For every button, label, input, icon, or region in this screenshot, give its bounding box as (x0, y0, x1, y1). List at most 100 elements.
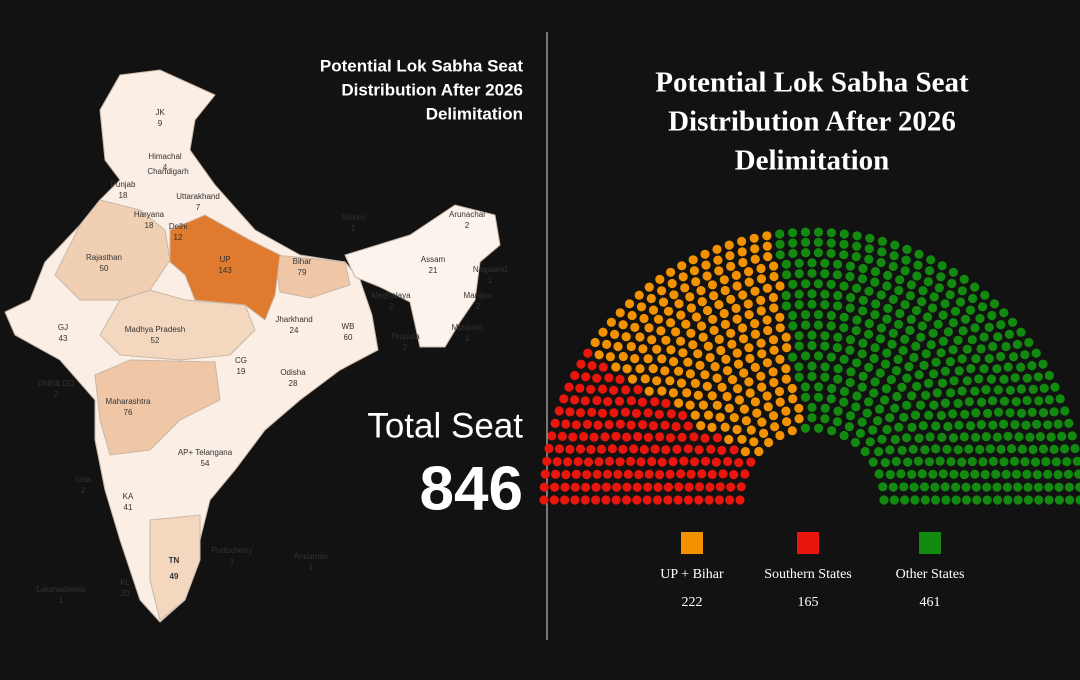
seat (769, 377, 779, 388)
seat (715, 482, 725, 492)
seat (1043, 420, 1053, 430)
seat (768, 367, 778, 377)
seat (971, 482, 981, 492)
seat (820, 414, 830, 424)
seat (601, 482, 611, 492)
seat (750, 319, 760, 329)
state-name: Tirupura (390, 332, 420, 341)
seat (732, 314, 742, 324)
seat (882, 348, 892, 358)
seat (586, 384, 596, 394)
seat (762, 241, 772, 251)
seat (609, 385, 619, 395)
seat (591, 482, 601, 492)
seat (1016, 384, 1026, 394)
seat (700, 433, 710, 443)
seat (794, 372, 804, 382)
seat (1010, 373, 1020, 383)
seat (948, 433, 959, 443)
seat (917, 469, 927, 479)
legend-swatch (919, 532, 941, 554)
seat (601, 495, 611, 505)
seat (858, 338, 868, 348)
seat (920, 495, 930, 505)
state-name: Manipur (464, 291, 493, 300)
seat (604, 373, 614, 383)
legend-label: Other States (896, 567, 965, 582)
seat (739, 368, 749, 378)
seat (683, 357, 693, 367)
seat (749, 233, 759, 243)
seat (580, 396, 590, 406)
seat (961, 495, 972, 505)
map-northeast (344, 204, 501, 348)
seat (554, 444, 565, 454)
seat (879, 495, 889, 505)
seat (638, 344, 648, 354)
seat (931, 444, 941, 454)
seat (917, 321, 928, 331)
seat (683, 495, 694, 505)
map-up (169, 214, 281, 321)
seat (707, 469, 717, 479)
seat (870, 377, 880, 387)
map-title: Potential Lok Sabha Seat (320, 56, 523, 75)
seat (1027, 407, 1037, 417)
seat (864, 362, 874, 372)
seat (632, 482, 642, 492)
state-name: Himachal (148, 152, 182, 161)
seat (644, 323, 654, 333)
seat (876, 323, 887, 333)
seat (674, 398, 684, 408)
seat (925, 266, 935, 276)
seat (975, 444, 985, 455)
seat (738, 257, 748, 268)
seat (826, 238, 836, 248)
seat (1054, 482, 1064, 492)
seat (563, 457, 573, 467)
seat (857, 382, 867, 392)
seat (957, 286, 968, 296)
seat (648, 305, 659, 315)
seat (982, 482, 992, 492)
seat (900, 495, 910, 505)
seat (735, 495, 745, 505)
state-seats: 18 (145, 221, 154, 230)
seat (737, 247, 747, 257)
seat (722, 366, 733, 376)
seat (833, 301, 843, 311)
state-name: Haryana (134, 210, 165, 219)
seat (899, 482, 909, 492)
seat (1005, 385, 1016, 395)
seat (581, 482, 591, 492)
seat (894, 319, 904, 329)
seat (996, 320, 1006, 330)
seat (965, 305, 976, 315)
seat (905, 325, 915, 335)
seat (705, 352, 715, 363)
seat (862, 408, 872, 418)
seat (657, 286, 667, 296)
seat (897, 445, 907, 455)
state-seats: 1 (465, 334, 470, 343)
seat (1007, 444, 1017, 454)
seat (826, 228, 837, 238)
seat (583, 348, 593, 358)
seat (580, 495, 590, 505)
seat (890, 434, 900, 445)
seat (677, 261, 687, 271)
seat (640, 374, 650, 384)
seat (940, 366, 951, 376)
seat (800, 351, 811, 361)
seat (807, 371, 817, 381)
seat (634, 469, 644, 480)
seat (587, 407, 597, 417)
seat (1044, 495, 1054, 505)
seat (775, 354, 785, 364)
seat (937, 378, 948, 388)
seat (801, 248, 811, 258)
seat (740, 469, 750, 479)
seat (801, 279, 811, 289)
seat (957, 354, 967, 364)
seat (762, 231, 772, 241)
